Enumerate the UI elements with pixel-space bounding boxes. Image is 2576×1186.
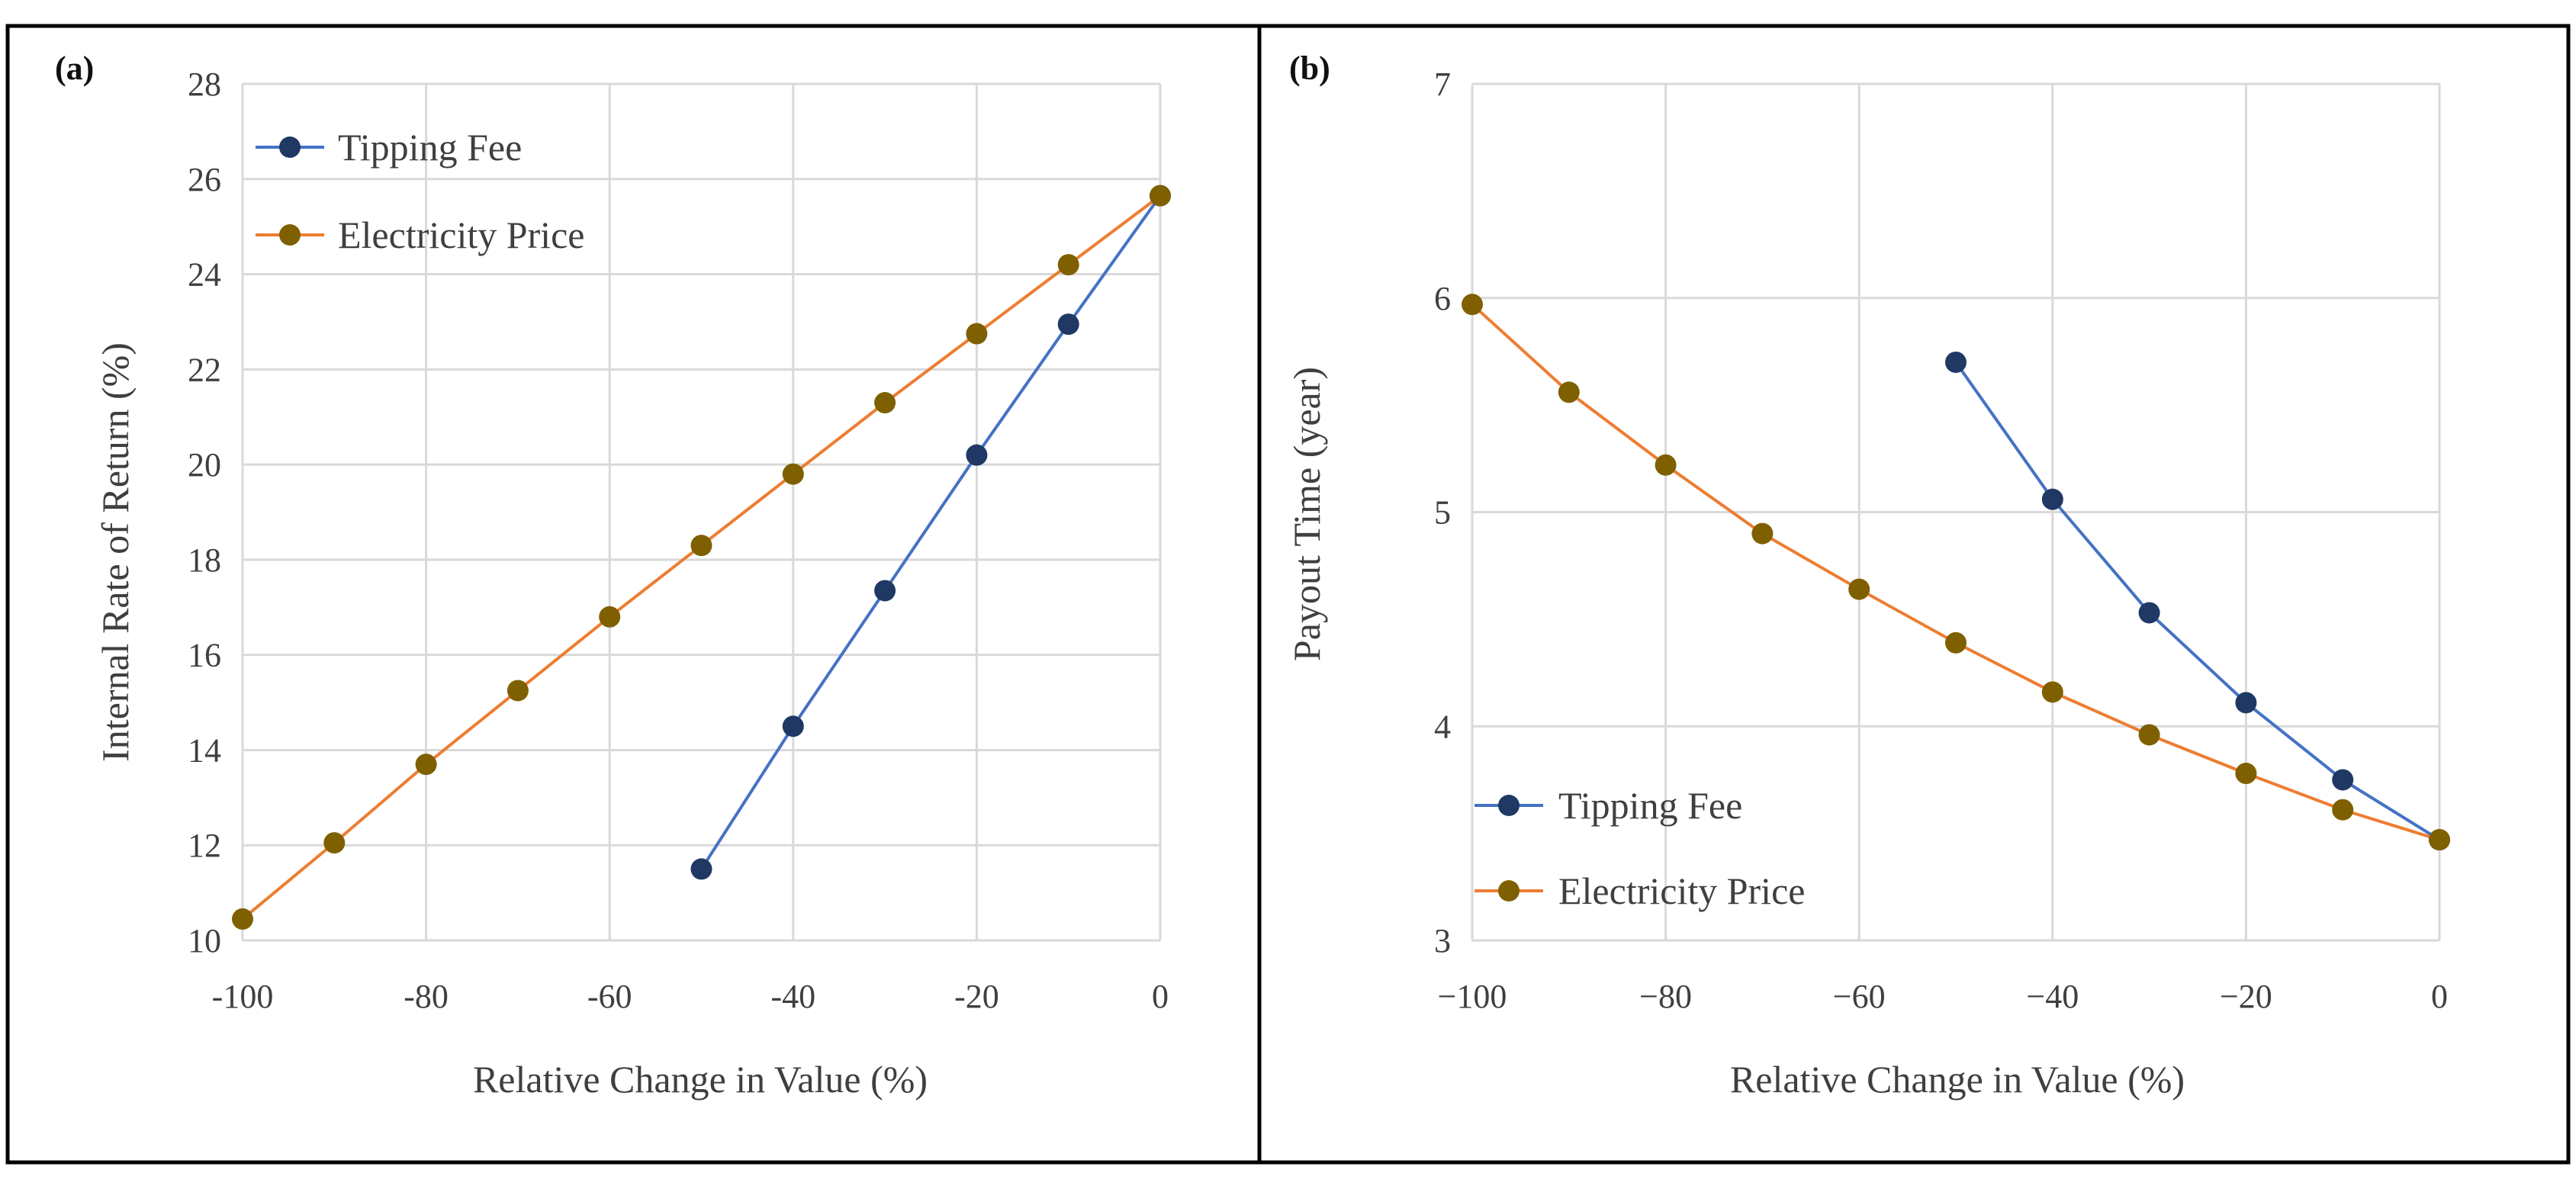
- panel-b-electricity-point: [1945, 632, 1967, 654]
- panel-a-electricity-point: [415, 754, 437, 776]
- panel-a-electricity-point: [782, 463, 804, 485]
- panel-b-y-tick-label: 5: [1434, 494, 1451, 532]
- panel-a-y-tick-label: 20: [188, 446, 221, 484]
- panel-a-electricity-point: [1057, 254, 1079, 276]
- panel-a-y-tick-label: 18: [188, 542, 221, 579]
- figure-frame: [5, 24, 2571, 1165]
- panel-a-tipping-series-line: [699, 194, 1162, 870]
- panel-a-legend-electricity-marker: [279, 224, 301, 246]
- panel-b-x-axis-title: Relative Change in Value (%): [1730, 1058, 2185, 1101]
- panel-a-gridlines: [241, 82, 1162, 942]
- panel-a-electricity-point: [966, 323, 988, 345]
- panel-b-tipping-point: [2332, 769, 2354, 791]
- panel-b-electricity-point: [1462, 294, 1483, 316]
- panel-a-x-tick-label: -20: [954, 978, 999, 1015]
- panel-a-y-axis-title: Internal Rate of Return (%): [94, 342, 137, 762]
- panel-b-tipping-point: [1945, 351, 1967, 373]
- panel-b-x-tick-label: 0: [2431, 978, 2448, 1015]
- panel-a-tipping-point: [874, 580, 896, 602]
- panel-a-electricity-point: [690, 535, 712, 557]
- panel-a-tipping-point: [966, 444, 988, 466]
- panel-b-tipping-point: [2041, 488, 2063, 510]
- panel-b-label: (b): [1289, 50, 1330, 87]
- panel-b-legend-tipping-label: Tipping Fee: [1558, 784, 1742, 827]
- panel-a-legend-electricity-label: Electricity Price: [338, 214, 584, 256]
- panel-a-tipping-point: [690, 858, 712, 880]
- panel-b-gridlines: [1471, 82, 2441, 942]
- panel-a-label: (a): [55, 50, 94, 87]
- panel-b-legend-tipping-marker: [1498, 795, 1520, 816]
- panel-a-electricity-point: [323, 832, 346, 854]
- panel-b-electricity-point: [1848, 578, 1870, 600]
- panel-b-electricity-point: [2235, 763, 2257, 785]
- panel-b-electricity-point: [1655, 454, 1677, 476]
- panel-a-x-axis-title: Relative Change in Value (%): [473, 1058, 928, 1101]
- panel-a-y-tick-label: 12: [188, 827, 221, 864]
- panel-b-legend-electricity-label: Electricity Price: [1558, 869, 1805, 912]
- panel-a-electricity-point: [507, 680, 529, 702]
- panel-a-y-tick-label: 16: [188, 637, 221, 674]
- panel-a-y-tick-label: 26: [188, 161, 221, 198]
- panel-a-electricity-point: [232, 908, 253, 930]
- panel-a-legend: Tipping Fee Electricity Price: [256, 126, 584, 256]
- panel-b-tipping-point: [2235, 692, 2257, 714]
- panel-b-electricity-point: [2332, 799, 2354, 821]
- panel-b-x-tick-label: −20: [2220, 978, 2272, 1015]
- panel-b-tipping-series-line: [1954, 361, 2441, 841]
- panel-a-electricity-point: [599, 606, 621, 628]
- panel-a-x-tick-label: -40: [770, 978, 815, 1015]
- panel-a-legend-tipping-marker: [279, 137, 301, 158]
- panel-b-y-tick-label: 7: [1434, 66, 1451, 103]
- panel-b-series: [1462, 294, 2450, 851]
- panel-a-y-tick-label: 14: [188, 731, 221, 769]
- panel-b-legend: Tipping Fee Electricity Price: [1475, 784, 1805, 912]
- panel-b-electricity-point: [2138, 724, 2160, 746]
- panel-a-tipping-point: [782, 715, 804, 738]
- panel-a-y-tick-label: 22: [188, 351, 221, 388]
- panel-a-y-tick-label: 10: [188, 922, 221, 959]
- panel-b-x-tick-label: −100: [1438, 978, 1507, 1015]
- panel-a-tick-labels: 10 12 14 16 18 20 22 24 26 28 -100 -80 -60 -40 -20 0: [188, 66, 1169, 1015]
- panel-a-series: [232, 185, 1171, 930]
- panel-b-y-tick-label: 4: [1434, 708, 1451, 745]
- panel-a: (a) 10 12 14 16 18 20 22 24 26 28 -100 -80 -60 -40 -20…: [55, 50, 1171, 1101]
- panel-b-electricity-point: [1751, 522, 1774, 545]
- panel-b-x-tick-label: −80: [1639, 978, 1692, 1015]
- panel-b-electricity-series-line: [1471, 303, 2440, 841]
- panel-b-y-tick-label: 6: [1434, 280, 1451, 317]
- panel-b-x-tick-label: −60: [1833, 978, 1886, 1015]
- panel-b-electricity-point: [2429, 829, 2450, 851]
- panel-a-electricity-series-line: [241, 194, 1162, 921]
- panel-a-y-tick-label: 28: [188, 66, 221, 103]
- panel-b-y-tick-label: 3: [1434, 922, 1451, 959]
- panel-a-y-tick-label: 24: [188, 256, 221, 294]
- panel-a-x-tick-label: -80: [404, 978, 449, 1015]
- panel-a-x-tick-label: 0: [1152, 978, 1169, 1015]
- panel-b-x-tick-label: −40: [2026, 978, 2079, 1015]
- panel-a-legend-tipping-label: Tipping Fee: [338, 126, 522, 169]
- panel-b-legend-electricity-marker: [1498, 880, 1520, 902]
- panel-a-electricity-point: [874, 392, 896, 414]
- panel-b-tick-labels: 3 4 5 6 7 −100 −80 −60 −40 −20 0: [1434, 66, 2448, 1015]
- panel-b-tipping-point: [2138, 602, 2160, 624]
- panel-b-electricity-point: [2041, 681, 2063, 703]
- panel-b-y-axis-title: Payout Time (year): [1285, 367, 1328, 661]
- panel-a-x-tick-label: -100: [212, 978, 274, 1015]
- panel-b-electricity-point: [1558, 381, 1580, 403]
- panel-a-electricity-point: [1150, 185, 1171, 207]
- panel-a-tipping-point: [1057, 313, 1079, 336]
- panel-b: (b) 3 4 5 6 7 −100 −80 −60 −40 −20 0 Relative Chan…: [1285, 50, 2450, 1101]
- panel-a-x-tick-label: -60: [587, 978, 632, 1015]
